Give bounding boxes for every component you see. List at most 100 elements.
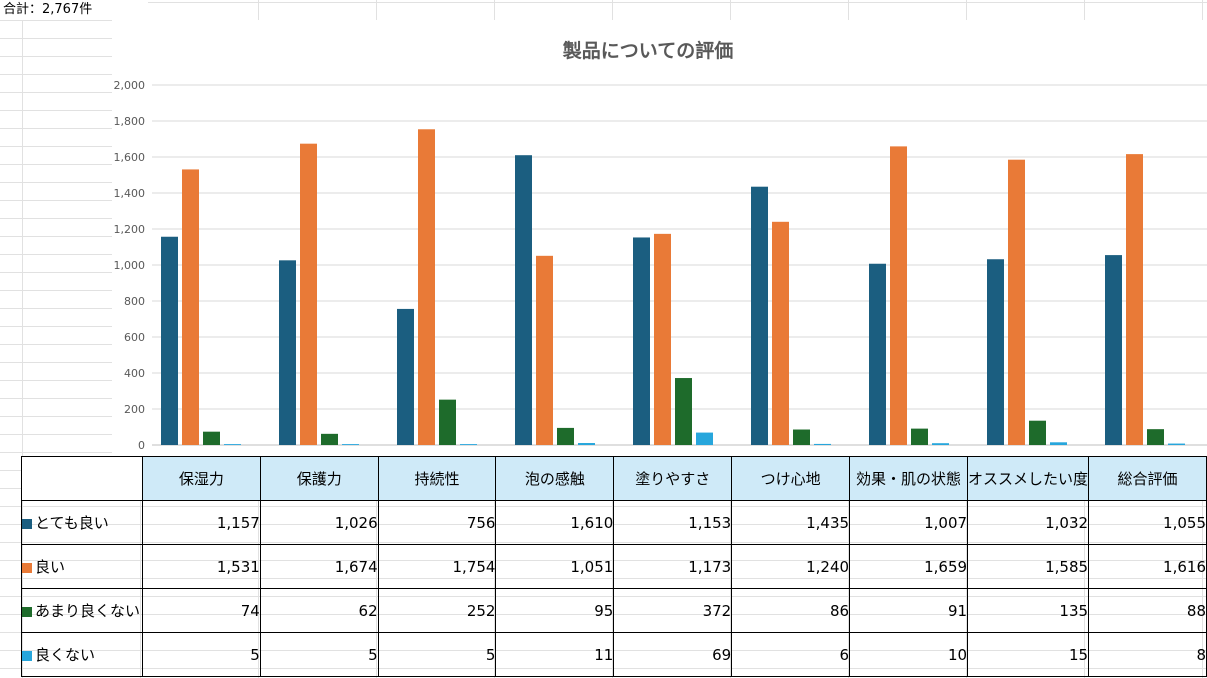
legend-swatch [22,651,32,661]
legend-swatch [22,519,32,529]
category-header: 総合評価 [1088,456,1207,501]
bar[interactable] [911,428,928,445]
data-cell: 1,585 [967,544,1090,589]
bar[interactable] [932,443,949,445]
bar[interactable] [300,143,317,445]
data-cell: 1,032 [967,500,1090,545]
bar[interactable] [182,169,199,446]
bar[interactable] [515,155,532,445]
bar[interactable] [1168,443,1185,445]
legend-label: あまり良くない [35,602,141,620]
bar[interactable] [536,255,553,445]
data-cell: 5 [259,632,379,677]
bar[interactable] [460,444,477,445]
y-tick-label: 1,400 [114,187,146,200]
data-cell: 1,435 [731,500,851,545]
category-header: 持続性 [377,456,497,501]
data-cell: 1,007 [849,500,969,545]
bar[interactable] [987,259,1004,445]
bar[interactable] [397,308,414,445]
chart-data-table: 保湿力 保護力 持続性 泡の感触 塗りやすさ つけ心地 効果・肌の状態 オススメしたい度 総合評… [21,456,1207,677]
data-cell: 86 [731,588,851,633]
bar[interactable] [793,429,810,445]
bar[interactable] [224,444,241,445]
bar[interactable] [814,443,831,445]
data-cell: 1,610 [495,500,615,545]
chart-title: 製品についての評価 [562,39,733,62]
category-header: オススメしたい度 [967,456,1090,501]
y-tick-label: 1,200 [114,223,146,236]
data-cell: 88 [1088,588,1207,633]
bar[interactable] [633,237,650,445]
y-tick-label: 200 [124,403,145,416]
data-cell: 8 [1088,632,1207,677]
category-header: 泡の感触 [495,456,615,501]
bar[interactable] [439,399,456,445]
data-cell: 1,674 [259,544,379,589]
category-header: 効果・肌の状態 [849,456,969,501]
legend-entry: あまり良くない [21,588,143,633]
y-tick-label: 1,600 [114,151,146,164]
bar[interactable] [203,431,220,445]
data-cell: 252 [377,588,497,633]
chart-area[interactable]: 製品についての評価 0 200 400 600 800 1,000 1,200 1,400 1,… [112,20,1207,456]
table-row: あまり良くない 74 62 252 95 372 86 91 135 88 [21,588,1207,633]
bar[interactable] [675,378,692,445]
gridlines [152,84,1207,446]
bar[interactable] [1008,159,1025,445]
bar[interactable] [869,263,886,445]
bar[interactable] [751,186,768,445]
data-table-header-row: 保湿力 保護力 持続性 泡の感触 塗りやすさ つけ心地 効果・肌の状態 オススメしたい度 総合評… [21,456,1207,501]
data-cell: 1,153 [613,500,733,545]
bar[interactable] [279,260,296,445]
bar[interactable] [1029,420,1046,445]
data-cell: 62 [259,588,379,633]
category-header: 保護力 [259,456,379,501]
legend-swatch [22,563,32,573]
y-tick-label: 800 [124,295,145,308]
data-cell: 15 [967,632,1090,677]
data-cell: 1,531 [141,544,261,589]
data-cell: 1,055 [1088,500,1207,545]
y-tick-label: 1,000 [114,259,146,272]
bar[interactable] [1105,255,1122,445]
table-row: 良い 1,531 1,674 1,754 1,051 1,173 1,240 1,659 1,5… [21,544,1207,589]
data-cell: 95 [495,588,615,633]
data-cell: 135 [967,588,1090,633]
legend-entry: 良い [21,544,143,589]
category-header: 塗りやすさ [613,456,733,501]
bar-chart: 製品についての評価 0 200 400 600 800 1,000 1,200 1,400 1,… [114,39,1207,452]
bar[interactable] [890,146,907,445]
legend-label: 良い [35,558,66,576]
bar[interactable] [1126,154,1143,445]
bar[interactable] [696,432,713,445]
y-tick-label: 2,000 [114,79,146,92]
category-header: 保湿力 [141,456,261,501]
total-count-cell[interactable]: 合計：2,767件 [0,0,148,20]
data-cell: 1,157 [141,500,261,545]
bar[interactable] [1050,442,1067,445]
legend-swatch [22,607,32,617]
legend-entry: とても良い [21,500,143,545]
bar[interactable] [578,443,595,445]
legend-label: とても良い [35,514,109,532]
bar[interactable] [772,221,789,445]
data-cell: 1,754 [377,544,497,589]
data-cell: 5 [141,632,261,677]
bar[interactable] [342,444,359,445]
data-cell: 1,173 [613,544,733,589]
bar[interactable] [557,427,574,445]
bar[interactable] [1147,429,1164,445]
bar[interactable] [321,433,338,445]
data-cell: 11 [495,632,615,677]
bar[interactable] [654,233,671,445]
bars [161,129,1185,446]
data-cell: 74 [141,588,261,633]
legend-label: 良くない [35,646,96,664]
bar[interactable] [161,236,178,445]
data-cell: 1,026 [259,500,379,545]
y-tick-label: 400 [124,367,145,380]
bar[interactable] [418,129,435,445]
category-header: つけ心地 [731,456,851,501]
data-cell: 756 [377,500,497,545]
